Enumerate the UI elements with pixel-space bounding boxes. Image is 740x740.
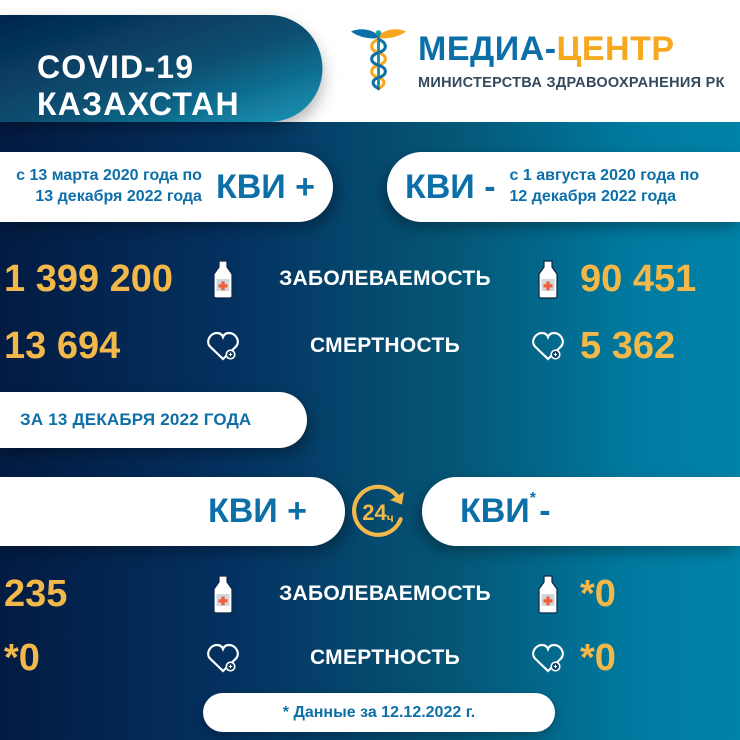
svg-text:24ч: 24ч bbox=[362, 500, 393, 525]
